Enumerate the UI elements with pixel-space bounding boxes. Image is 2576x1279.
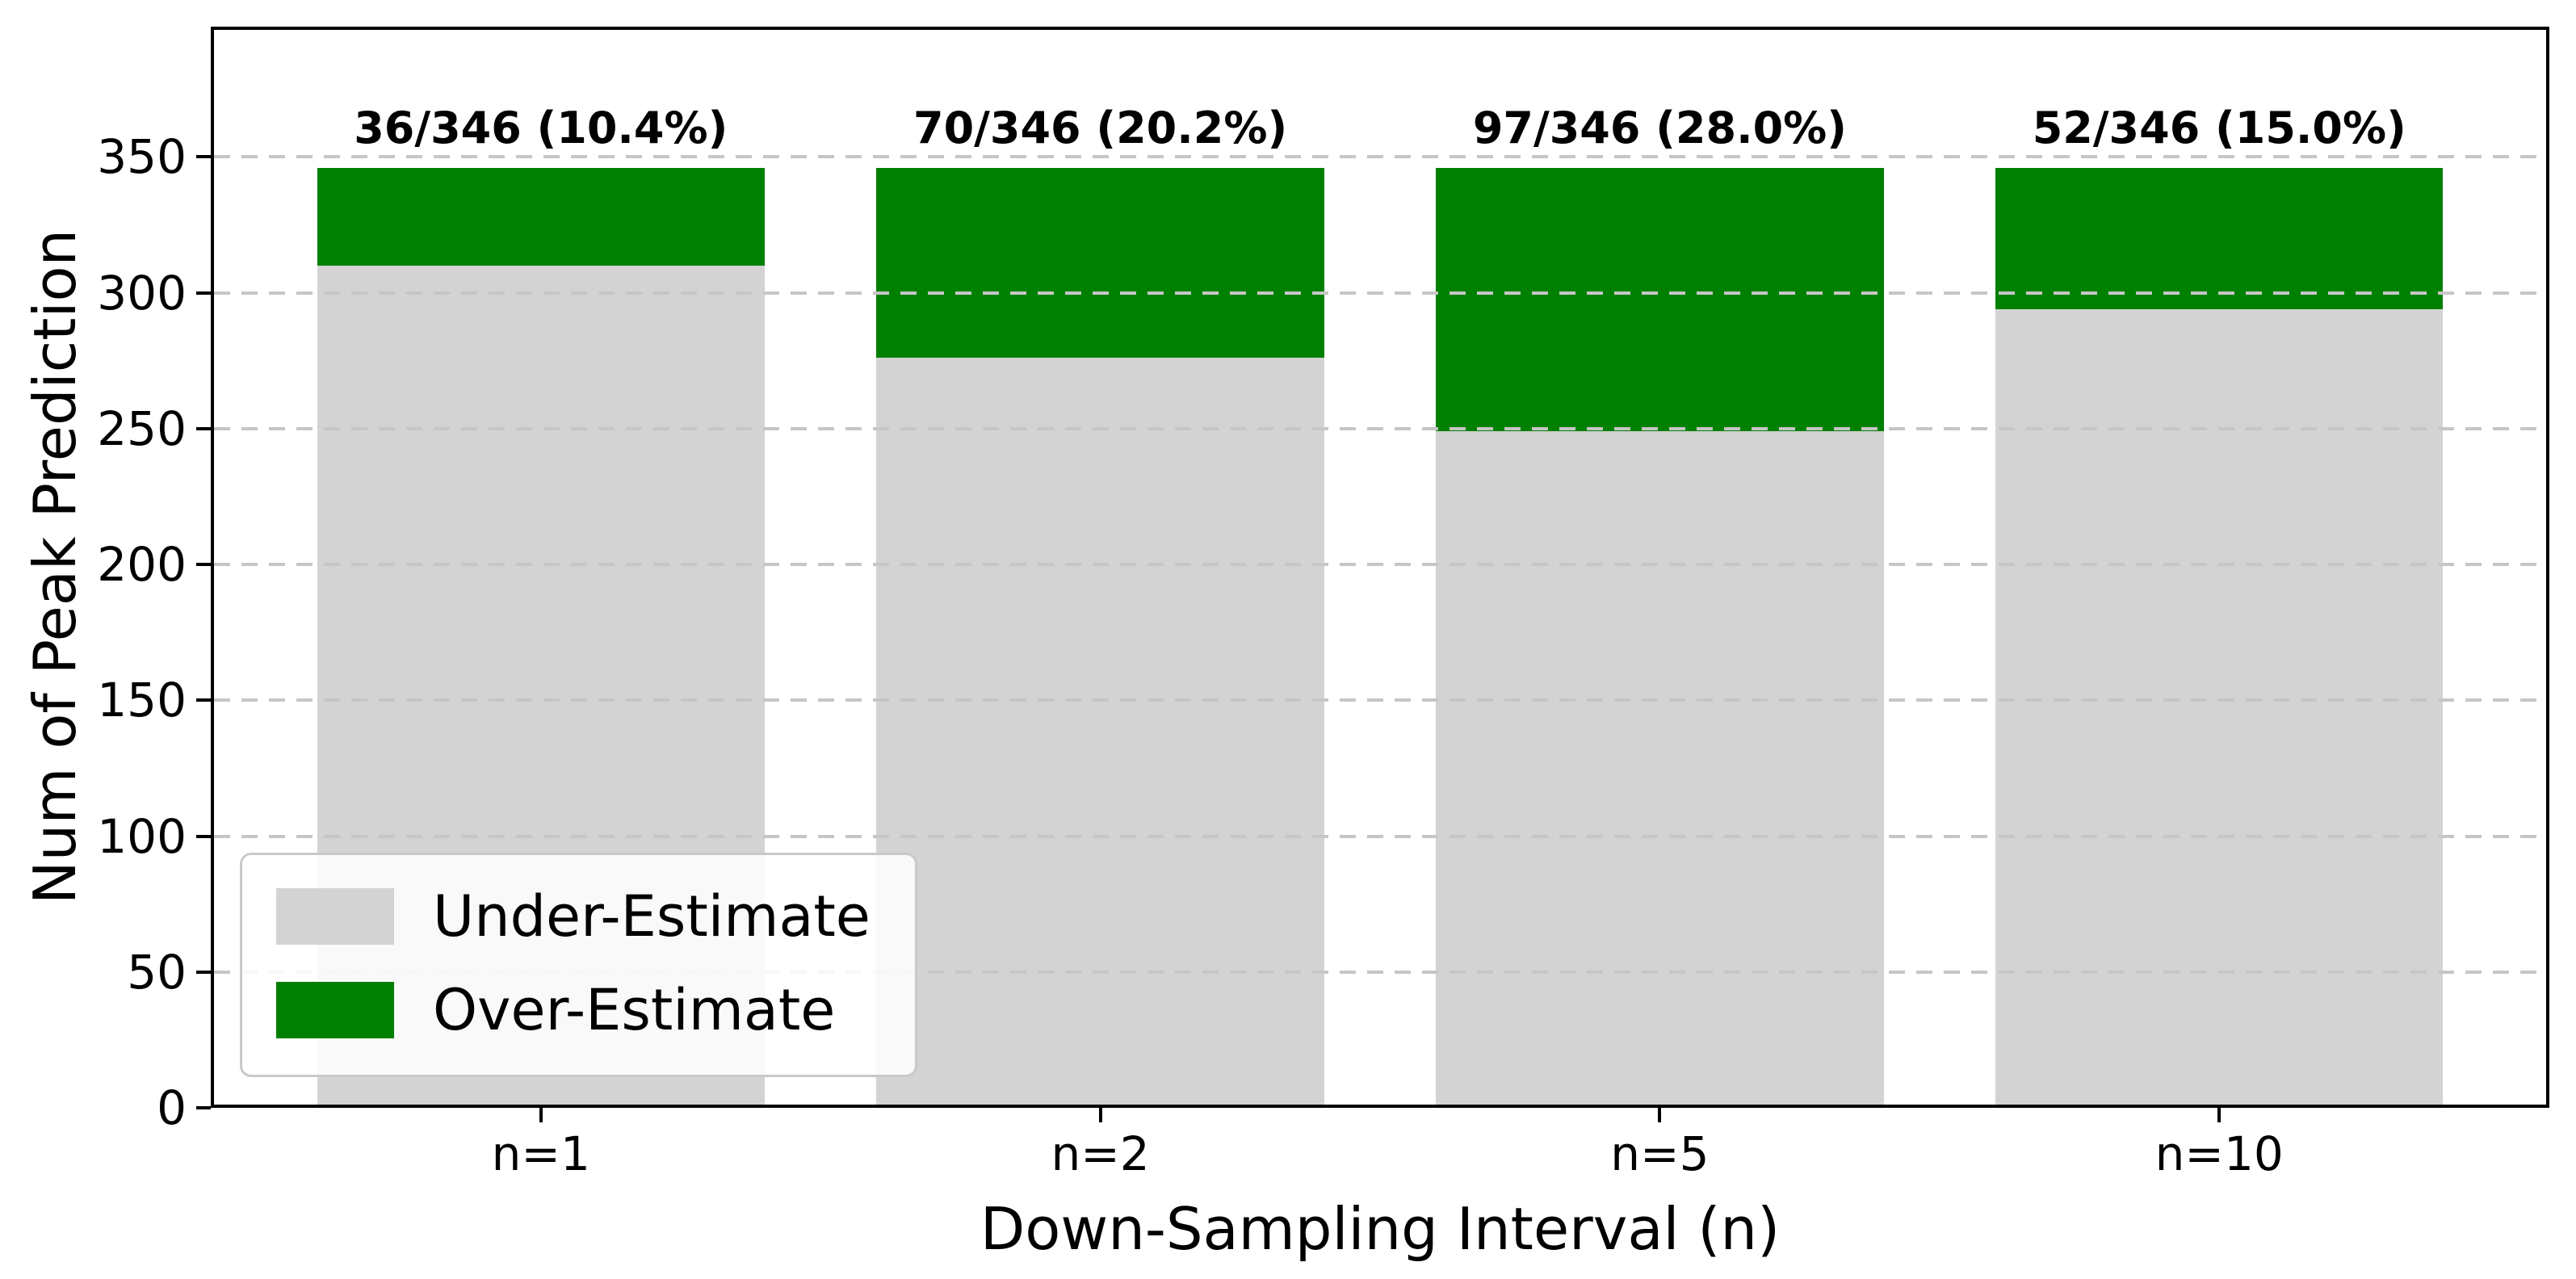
x-tick-label-n=5: n=5 <box>1610 1126 1710 1181</box>
y-tick-mark-200 <box>196 563 211 567</box>
legend-label-under-estimate: Under-Estimate <box>433 883 871 950</box>
y-tick-label-300: 300 <box>97 265 187 321</box>
bar-n=5-under-estimate <box>1436 431 1884 1108</box>
x-tick-mark-n=2 <box>1098 1108 1102 1122</box>
bar-n=2-under-estimate <box>876 358 1324 1108</box>
gridline-200 <box>214 563 2546 567</box>
right-spine <box>2546 27 2549 1108</box>
bar-n=10-under-estimate <box>1995 308 2444 1108</box>
x-tick-label-n=10: n=10 <box>2154 1126 2284 1181</box>
bar-n=10-over-estimate <box>1995 167 2444 309</box>
gridline-250 <box>214 426 2546 430</box>
gridline-150 <box>214 698 2546 702</box>
y-tick-label-250: 250 <box>97 400 187 456</box>
y-tick-mark-0 <box>196 1106 211 1109</box>
bar-label-n=2: 70/346 (20.2%) <box>913 102 1288 153</box>
bar-label-n=1: 36/346 (10.4%) <box>354 102 728 153</box>
gridline-350 <box>214 155 2546 159</box>
legend-swatch-under-estimate <box>276 888 394 945</box>
legend-entry-over-estimate: Over-Estimate <box>276 973 871 1047</box>
bottom-spine <box>211 1105 2549 1108</box>
y-tick-label-200: 200 <box>97 537 187 593</box>
x-tick-label-n=2: n=2 <box>1051 1126 1150 1181</box>
x-axis-title: Down-Sampling Interval (n) <box>980 1195 1781 1263</box>
x-tick-mark-n=1 <box>539 1108 543 1122</box>
gridline-50 <box>214 970 2546 974</box>
gridline-300 <box>214 291 2546 295</box>
y-tick-mark-250 <box>196 426 211 430</box>
y-tick-label-0: 0 <box>157 1080 187 1135</box>
x-tick-label-n=1: n=1 <box>491 1126 590 1181</box>
legend-swatch-over-estimate <box>276 982 394 1038</box>
y-tick-label-50: 50 <box>127 944 187 1000</box>
y-tick-mark-350 <box>196 155 211 159</box>
legend-label-over-estimate: Over-Estimate <box>433 977 836 1043</box>
plot-area: Under-Estimate Over-Estimate 36/346 (10.… <box>211 27 2549 1108</box>
y-tick-label-100: 100 <box>97 808 187 864</box>
y-tick-mark-50 <box>196 970 211 974</box>
y-tick-mark-300 <box>196 291 211 295</box>
legend: Under-Estimate Over-Estimate <box>240 853 917 1077</box>
y-tick-label-150: 150 <box>97 673 187 728</box>
gridline-100 <box>214 834 2546 838</box>
x-tick-mark-n=10 <box>2217 1108 2221 1122</box>
y-tick-label-350: 350 <box>97 129 187 185</box>
bar-n=5-over-estimate <box>1436 167 1884 432</box>
x-tick-mark-n=5 <box>1658 1108 1662 1122</box>
y-tick-mark-100 <box>196 834 211 838</box>
bar-label-n=10: 52/346 (15.0%) <box>2032 102 2406 153</box>
bar-n=1-over-estimate <box>317 167 765 266</box>
bar-n=2-over-estimate <box>876 167 1324 359</box>
legend-entry-under-estimate: Under-Estimate <box>276 879 871 954</box>
top-spine <box>211 27 2549 30</box>
bar-label-n=5: 97/346 (28.0%) <box>1472 102 1847 153</box>
left-spine <box>211 27 214 1108</box>
y-tick-mark-150 <box>196 698 211 702</box>
